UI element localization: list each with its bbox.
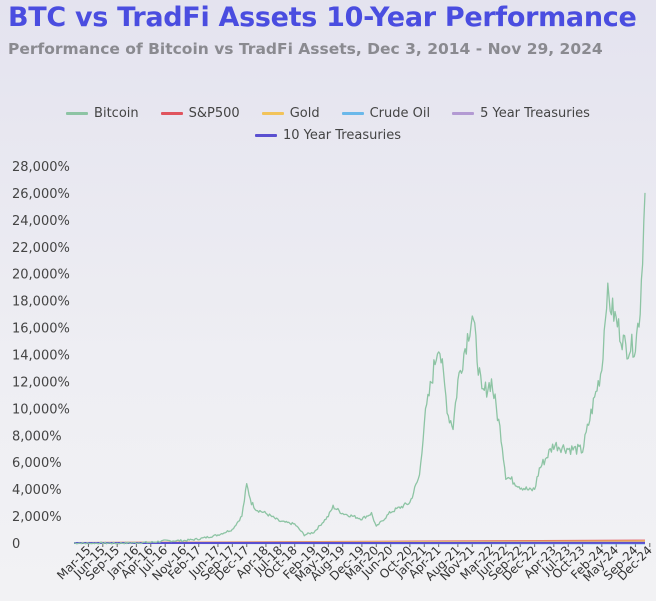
legend-item-crude-oil[interactable]: Crude Oil [341,106,431,121]
y-tick-label: 24,000% [12,214,70,229]
y-tick-label: 18,000% [12,295,70,310]
y-tick-label: 16,000% [12,322,70,337]
series-line-bitcoin [73,192,646,545]
y-tick-label: 10,000% [12,402,70,417]
legend-label: Gold [289,106,320,121]
y-tick-label: 4,000% [12,483,62,498]
chart-title: BTC vs TradFi Assets 10-Year Performance [8,2,637,33]
chart-subtitle: Performance of Bitcoin vs TradFi Assets,… [8,40,603,58]
y-tick-label: 6,000% [12,456,62,471]
legend-item-10y-treasuries[interactable]: 10 Year Treasuries [254,128,402,143]
y-tick-label: 8,000% [12,429,62,444]
legend-item-gold[interactable]: Gold [261,106,320,121]
legend-item-sp500[interactable]: S&P500 [160,106,240,121]
legend-swatch-gold [261,112,284,115]
legend-label: 5 Year Treasuries [480,106,590,121]
y-tick-label: 20,000% [12,268,70,283]
legend-label: Crude Oil [369,106,431,121]
legend-item-bitcoin[interactable]: Bitcoin [66,106,139,121]
y-tick-label: 2,000% [12,510,62,525]
y-tick-label: 26,000% [12,187,70,202]
legend-swatch-sp500 [160,112,183,115]
legend-swatch-bitcoin [66,112,89,115]
legend-label: Bitcoin [94,106,139,121]
legend-label: S&P500 [188,106,240,121]
y-tick-label: 22,000% [12,241,70,256]
legend-swatch-5y-treasuries [452,112,475,115]
y-tick-label: 14,000% [12,349,70,364]
legend-item-5y-treasuries[interactable]: 5 Year Treasuries [452,106,590,121]
y-tick-label: 28,000% [12,160,70,175]
legend-swatch-10y-treasuries [254,134,277,137]
chart-legend: Bitcoin S&P500 Gold Crude Oil 5 Year Tre… [0,106,656,150]
y-tick-label: 0 [12,537,20,552]
y-tick-label: 12,000% [12,375,70,390]
legend-label: 10 Year Treasuries [282,128,402,143]
legend-swatch-crude-oil [341,112,364,115]
